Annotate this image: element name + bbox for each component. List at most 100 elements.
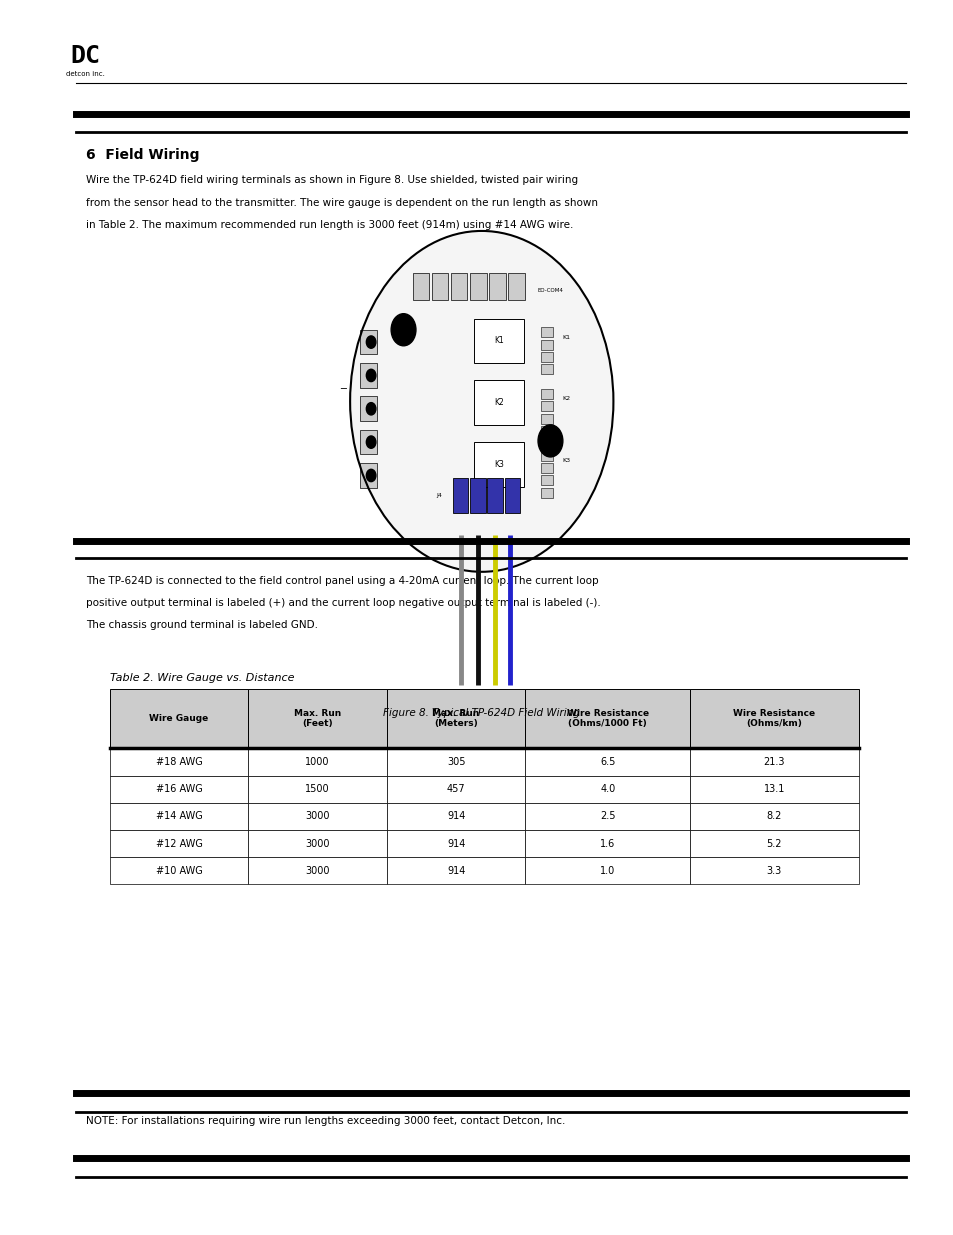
- Text: K1: K1: [494, 336, 503, 346]
- Circle shape: [366, 469, 375, 482]
- Text: 914: 914: [446, 839, 465, 848]
- Bar: [540, 389, 553, 399]
- Bar: [474, 380, 523, 425]
- Circle shape: [537, 425, 562, 457]
- Bar: [689, 830, 858, 857]
- Bar: [525, 830, 689, 857]
- Text: DC: DC: [71, 43, 101, 68]
- Bar: [248, 748, 386, 776]
- Bar: [540, 340, 553, 350]
- Text: 914: 914: [446, 866, 465, 876]
- Text: 914: 914: [446, 811, 465, 821]
- Text: #18 AWG: #18 AWG: [155, 757, 202, 767]
- Text: 1500: 1500: [305, 784, 330, 794]
- Bar: [110, 776, 248, 803]
- Bar: [540, 352, 553, 362]
- Bar: [470, 273, 486, 300]
- Text: Wire Resistance
(Ohms/km): Wire Resistance (Ohms/km): [733, 709, 815, 729]
- Text: K2: K2: [562, 396, 571, 401]
- Bar: [110, 857, 248, 884]
- Bar: [110, 748, 248, 776]
- Text: 3000: 3000: [305, 839, 330, 848]
- Bar: [453, 478, 468, 513]
- Bar: [248, 803, 386, 830]
- Text: 5.2: 5.2: [766, 839, 781, 848]
- Text: Figure 8. Typical TP-624D Field Wiring: Figure 8. Typical TP-624D Field Wiring: [383, 708, 579, 718]
- Text: #12 AWG: #12 AWG: [155, 839, 202, 848]
- Text: K1: K1: [562, 335, 570, 340]
- Text: Wire Gauge: Wire Gauge: [150, 714, 209, 724]
- Text: 2.5: 2.5: [599, 811, 615, 821]
- Bar: [386, 803, 525, 830]
- Text: J4: J4: [436, 493, 441, 498]
- Text: 457: 457: [446, 784, 465, 794]
- Bar: [689, 803, 858, 830]
- Bar: [451, 273, 467, 300]
- Text: 3000: 3000: [305, 866, 330, 876]
- Bar: [525, 689, 689, 748]
- Bar: [110, 803, 248, 830]
- Text: The TP-624D is connected to the field control panel using a 4-20mA current loop.: The TP-624D is connected to the field co…: [86, 576, 598, 585]
- Bar: [540, 364, 553, 374]
- Bar: [540, 414, 553, 424]
- Text: 8.2: 8.2: [766, 811, 781, 821]
- Bar: [508, 273, 524, 300]
- Bar: [248, 857, 386, 884]
- Text: Max. Run
(Feet): Max. Run (Feet): [294, 709, 341, 729]
- Bar: [474, 319, 523, 363]
- Bar: [525, 776, 689, 803]
- Text: 4.0: 4.0: [599, 784, 615, 794]
- Bar: [525, 803, 689, 830]
- Bar: [386, 689, 525, 748]
- Bar: [359, 430, 376, 454]
- Circle shape: [366, 403, 375, 415]
- Bar: [413, 273, 429, 300]
- Bar: [487, 478, 502, 513]
- Bar: [248, 830, 386, 857]
- Text: Max. Run
(Meters): Max. Run (Meters): [432, 709, 479, 729]
- Bar: [540, 488, 553, 498]
- Bar: [504, 478, 519, 513]
- Bar: [689, 776, 858, 803]
- Text: in Table 2. The maximum recommended run length is 3000 feet (914m) using #14 AWG: in Table 2. The maximum recommended run …: [86, 220, 573, 230]
- Circle shape: [350, 231, 613, 572]
- Text: 1000: 1000: [305, 757, 330, 767]
- Text: Wire Resistance
(Ohms/1000 Ft): Wire Resistance (Ohms/1000 Ft): [566, 709, 648, 729]
- Bar: [386, 830, 525, 857]
- Text: 1.0: 1.0: [599, 866, 615, 876]
- Text: NOTE: For installations requiring wire run lengths exceeding 3000 feet, contact : NOTE: For installations requiring wire r…: [86, 1116, 564, 1126]
- Text: 6  Field Wiring: 6 Field Wiring: [86, 148, 199, 162]
- Text: 3.3: 3.3: [766, 866, 781, 876]
- Bar: [432, 273, 448, 300]
- Bar: [386, 748, 525, 776]
- Bar: [359, 330, 376, 354]
- Text: 6.5: 6.5: [599, 757, 615, 767]
- Bar: [474, 442, 523, 487]
- Bar: [540, 327, 553, 337]
- Text: #10 AWG: #10 AWG: [155, 866, 202, 876]
- Text: The chassis ground terminal is labeled GND.: The chassis ground terminal is labeled G…: [86, 620, 317, 630]
- Bar: [689, 689, 858, 748]
- Bar: [540, 475, 553, 485]
- Bar: [359, 463, 376, 488]
- Circle shape: [391, 314, 416, 346]
- Text: K3: K3: [562, 458, 571, 463]
- Text: 1.6: 1.6: [599, 839, 615, 848]
- Circle shape: [366, 369, 375, 382]
- Text: K3: K3: [494, 459, 503, 469]
- Text: K2: K2: [494, 398, 503, 408]
- Text: Table 2. Wire Gauge vs. Distance: Table 2. Wire Gauge vs. Distance: [110, 673, 294, 683]
- Bar: [540, 401, 553, 411]
- Text: 3000: 3000: [305, 811, 330, 821]
- Bar: [359, 363, 376, 388]
- Text: EO-COM4: EO-COM4: [537, 288, 562, 293]
- Bar: [489, 273, 505, 300]
- Text: #16 AWG: #16 AWG: [155, 784, 202, 794]
- Bar: [386, 857, 525, 884]
- Text: 21.3: 21.3: [762, 757, 784, 767]
- Text: #14 AWG: #14 AWG: [155, 811, 202, 821]
- Text: 305: 305: [446, 757, 465, 767]
- Bar: [470, 478, 485, 513]
- Bar: [248, 689, 386, 748]
- Bar: [248, 776, 386, 803]
